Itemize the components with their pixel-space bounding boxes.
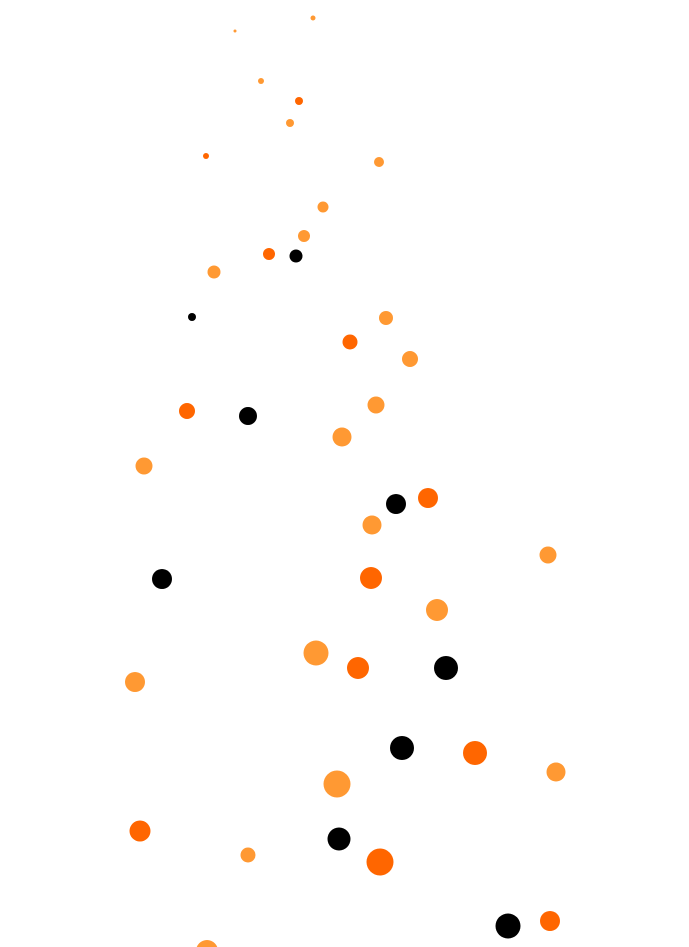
light-orange-dot [546,762,566,782]
light-orange-dot [539,546,557,564]
light-orange-dot [125,672,145,692]
light-orange-dot [317,201,329,213]
light-orange-dot [362,515,382,535]
dark-orange-dot [347,657,369,679]
light-orange-dot [286,119,294,127]
light-orange-dot [298,230,310,242]
light-orange-dot [258,78,264,84]
dark-orange-dot [295,97,303,105]
black-dot [152,569,172,589]
light-orange-dot [196,940,218,947]
dark-orange-dot [179,403,195,419]
dark-orange-dot [129,820,151,842]
black-dot [327,827,351,851]
dark-orange-dot [418,488,438,508]
black-dot [386,494,406,514]
dark-orange-dot [366,848,394,876]
light-orange-dot [135,457,153,475]
black-dot [390,736,414,760]
light-orange-dot [310,15,316,21]
light-orange-dot [379,311,393,325]
light-orange-dot [303,640,329,666]
light-orange-dot [426,599,448,621]
light-orange-dot [367,396,385,414]
dark-orange-dot [203,153,209,159]
black-dot [239,407,257,425]
light-orange-dot [332,427,352,447]
light-orange-dot [207,265,221,279]
black-dot [434,656,458,680]
light-orange-dot [374,157,384,167]
black-dot [188,313,196,321]
dark-orange-dot [263,248,275,260]
dark-orange-dot [540,911,560,931]
black-dot [289,249,303,263]
dark-orange-dot [342,334,358,350]
dark-orange-dot [360,567,382,589]
light-orange-dot [323,770,351,798]
light-orange-dot [233,29,237,33]
light-orange-dot [240,847,256,863]
light-orange-dot [402,351,418,367]
black-dot [495,913,521,939]
dark-orange-dot [463,741,487,765]
